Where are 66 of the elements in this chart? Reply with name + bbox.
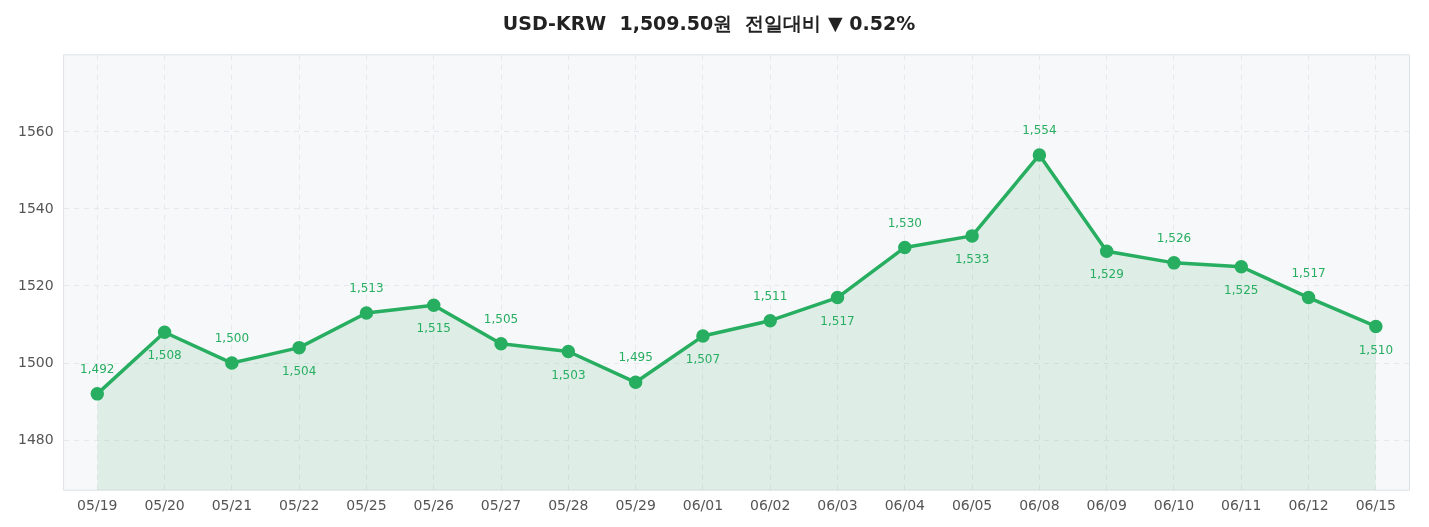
- point: [1369, 319, 1383, 334]
- data-label: 1,529: [1089, 267, 1124, 282]
- point: [1032, 148, 1047, 162]
- data-label: 1,517: [820, 313, 855, 328]
- x-tick-label: 05/26: [413, 497, 454, 514]
- data-label: 1,530: [887, 215, 922, 230]
- data-label: 1,503: [551, 367, 586, 382]
- x-tick-label: 06/05: [951, 497, 993, 514]
- point: [898, 240, 912, 255]
- x-tick-label: 06/01: [682, 497, 724, 514]
- x-tick-label: 05/22: [278, 497, 320, 514]
- x-tick-label: 05/20: [144, 497, 185, 514]
- x-tick-label: 06/09: [1086, 497, 1127, 514]
- x-tick-label: 06/11: [1221, 497, 1262, 514]
- data-label: 1,507: [685, 352, 721, 367]
- x-tick-label: 05/29: [615, 497, 656, 514]
- data-label: 1,511: [753, 288, 788, 303]
- point: [763, 313, 777, 328]
- point: [1167, 256, 1181, 270]
- point: [292, 340, 306, 355]
- x-tick-label: 05/28: [548, 497, 589, 514]
- point: [1099, 244, 1114, 259]
- y-tick-label: 1540: [17, 199, 54, 216]
- point: [426, 298, 441, 312]
- y-tick-label: 1560: [17, 122, 54, 139]
- data-label: 1,517: [1291, 265, 1326, 280]
- data-label: 1,525: [1224, 282, 1259, 297]
- data-label: 1,515: [416, 321, 451, 336]
- x-tick-label: 06/12: [1288, 497, 1329, 514]
- point: [1301, 290, 1316, 305]
- data-label: 1,513: [349, 281, 384, 296]
- point: [90, 387, 105, 401]
- data-label: 1,554: [1022, 123, 1057, 138]
- x-tick-label: 06/03: [817, 497, 858, 514]
- data-label: 1,504: [281, 363, 317, 378]
- y-tick-label: 1500: [17, 353, 54, 370]
- data-label: 1,492: [80, 362, 115, 376]
- data-label: 1,526: [1156, 230, 1192, 245]
- point: [965, 229, 979, 243]
- x-tick-label: 05/19: [77, 497, 118, 514]
- x-tick-label: 06/08: [1019, 497, 1060, 514]
- point: [494, 337, 508, 351]
- x-tick-label: 05/27: [480, 497, 522, 514]
- data-label: 1,508: [147, 348, 182, 363]
- data-label: 1,495: [618, 350, 653, 365]
- x-tick-label: 06/15: [1355, 497, 1397, 514]
- data-label: 1,500: [214, 331, 250, 346]
- y-tick-label: 1480: [17, 430, 54, 447]
- point: [225, 356, 239, 370]
- x-tick-label: 05/21: [211, 497, 253, 514]
- point: [157, 325, 172, 339]
- point: [696, 329, 710, 343]
- x-tick-label: 06/10: [1153, 497, 1195, 514]
- point: [830, 290, 845, 305]
- y-tick-label: 1520: [17, 276, 54, 293]
- chart-title: USD-KRW 1,509.50원 전일대비 ▼ 0.52%: [502, 12, 916, 35]
- point: [359, 306, 374, 320]
- point: [1234, 259, 1249, 274]
- point: [561, 344, 576, 359]
- x-tick-label: 06/02: [750, 497, 791, 514]
- data-label: 1,505: [483, 311, 519, 326]
- data-label: 1,510: [1358, 342, 1394, 357]
- point: [628, 375, 643, 390]
- x-tick-label: 06/04: [884, 497, 926, 514]
- data-label: 1,533: [954, 252, 990, 267]
- x-tick-label: 05/25: [346, 497, 387, 514]
